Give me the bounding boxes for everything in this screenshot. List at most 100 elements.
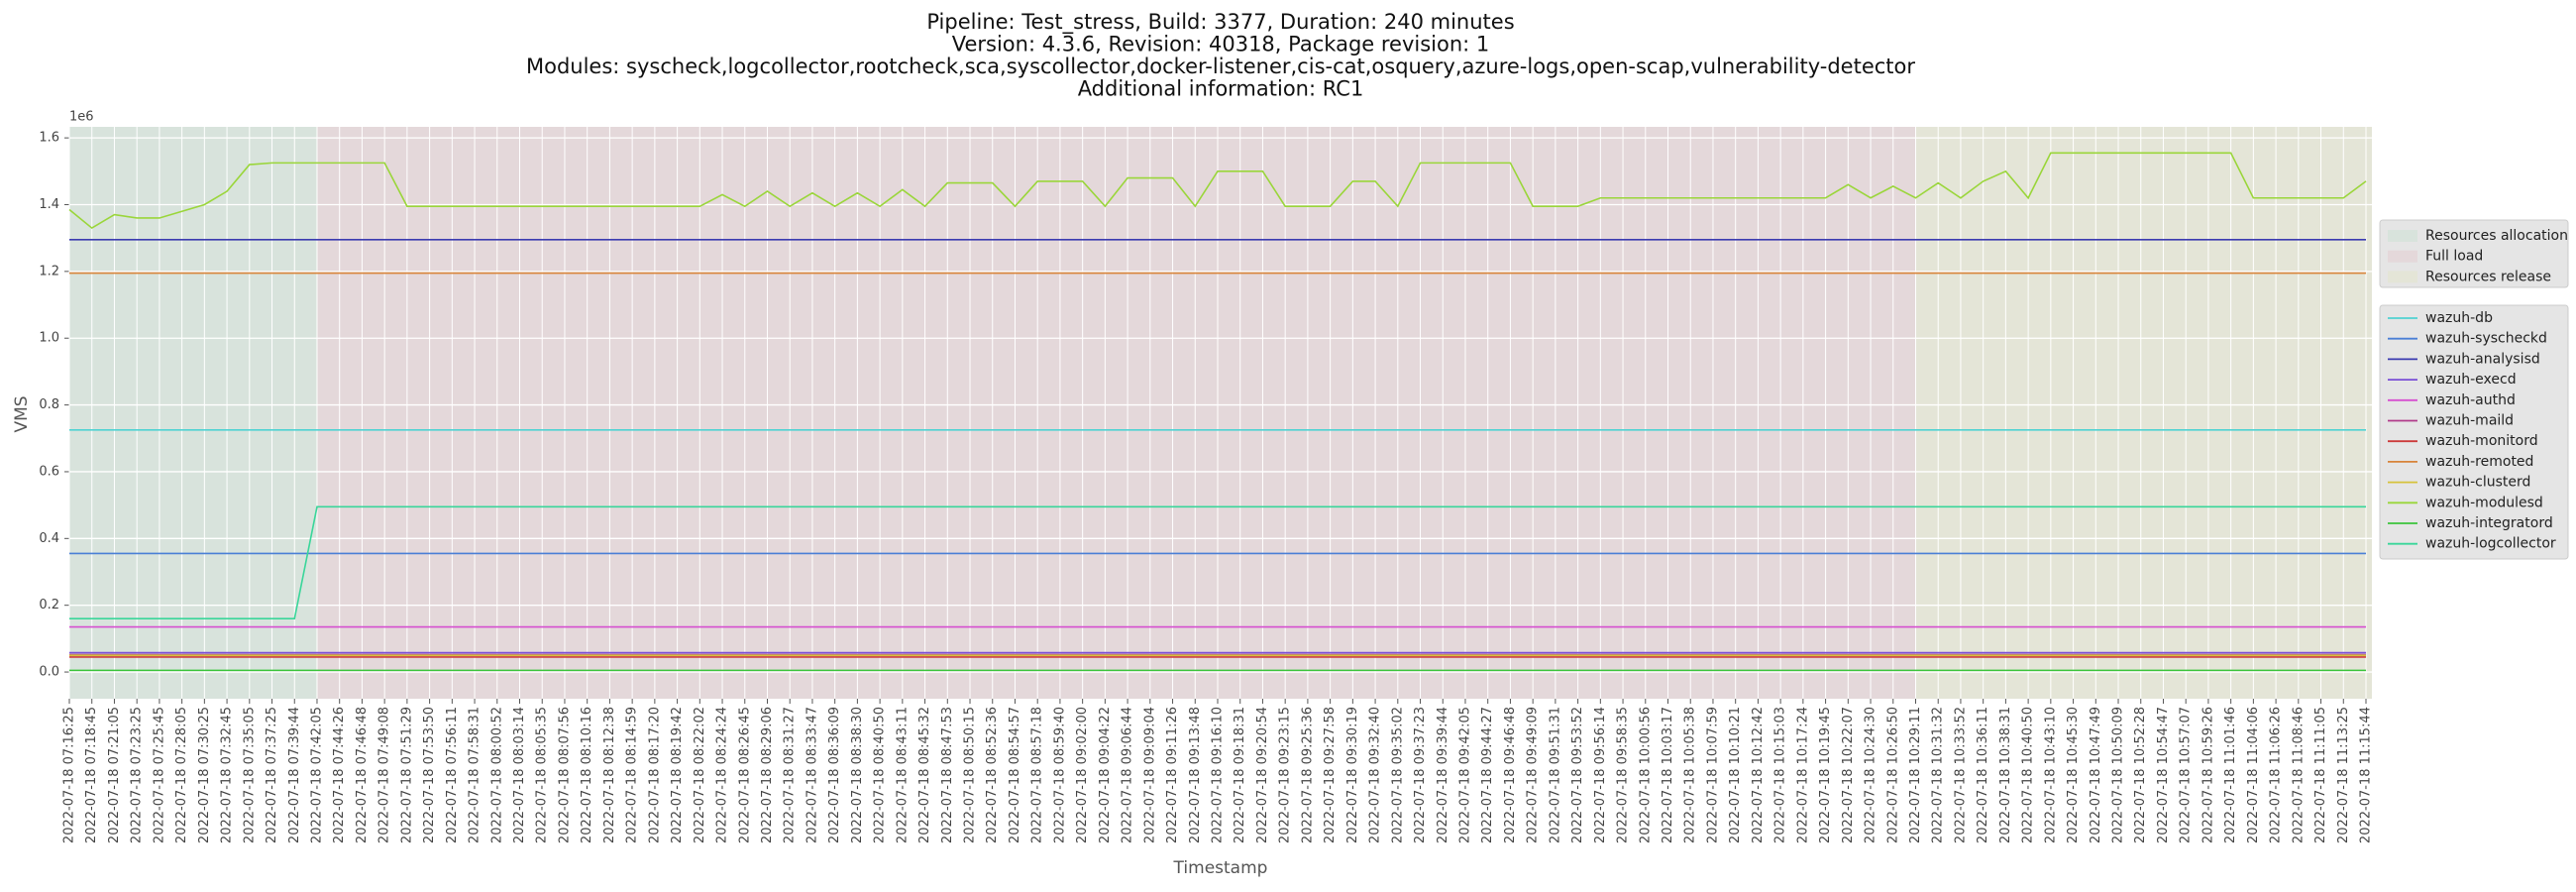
legend-label: wazuh-syscheckd bbox=[2425, 331, 2547, 347]
legend-label: wazuh-logcollector bbox=[2425, 536, 2556, 552]
y-tick-label: 1.2 bbox=[39, 264, 59, 279]
x-tick-label: 2022-07-18 07:37:25 bbox=[265, 707, 279, 843]
x-tick-label: 2022-07-18 08:52:36 bbox=[985, 707, 1000, 843]
x-tick-label: 2022-07-18 08:10:16 bbox=[580, 707, 594, 843]
span bbox=[69, 127, 317, 699]
legend-box bbox=[2379, 219, 2569, 288]
x-tick-label: 2022-07-18 09:56:14 bbox=[1593, 707, 1608, 843]
x-tick-label: 2022-07-18 08:31:27 bbox=[783, 707, 798, 843]
x-tick-label: 2022-07-18 08:57:18 bbox=[1030, 707, 1045, 843]
x-tick-label: 2022-07-18 07:39:44 bbox=[287, 707, 302, 843]
x-tick-label: 2022-07-18 08:07:56 bbox=[557, 707, 572, 843]
x-tick-label: 2022-07-18 11:08:46 bbox=[2291, 707, 2306, 843]
y-axis-label: VMS bbox=[12, 395, 32, 432]
x-tick-label: 2022-07-18 08:54:57 bbox=[1008, 707, 1022, 843]
chart-title: Additional information: RC1 bbox=[1078, 77, 1364, 101]
x-tick-label: 2022-07-18 10:50:09 bbox=[2111, 707, 2126, 843]
x-tick-label: 2022-07-18 10:54:47 bbox=[2156, 707, 2171, 843]
x-tick-label: 2022-07-18 07:30:25 bbox=[197, 707, 212, 843]
x-tick-label: 2022-07-18 10:52:28 bbox=[2133, 707, 2148, 843]
x-tick-label: 2022-07-18 11:01:46 bbox=[2223, 707, 2238, 843]
span bbox=[1915, 127, 2372, 699]
x-tick-label: 2022-07-18 09:51:31 bbox=[1548, 707, 1562, 843]
legend-label: wazuh-integratord bbox=[2425, 515, 2553, 531]
x-tick-label: 2022-07-18 09:27:58 bbox=[1323, 707, 1338, 843]
x-tick-label: 2022-07-18 10:31:32 bbox=[1931, 707, 1946, 843]
x-tick-label: 2022-07-18 07:44:26 bbox=[332, 707, 347, 843]
x-tick-label: 2022-07-18 09:13:48 bbox=[1188, 707, 1203, 843]
x-tick-label: 2022-07-18 10:05:38 bbox=[1683, 707, 1698, 843]
x-tick-label: 2022-07-18 08:19:42 bbox=[670, 707, 685, 843]
x-tick-label: 2022-07-18 10:43:10 bbox=[2043, 707, 2058, 843]
x-tick-label: 2022-07-18 08:43:11 bbox=[895, 707, 910, 843]
x-tick-label: 2022-07-18 08:26:45 bbox=[737, 707, 752, 843]
x-tick-label: 2022-07-18 07:51:29 bbox=[399, 707, 414, 843]
x-tick-label: 2022-07-18 10:03:17 bbox=[1661, 707, 1675, 843]
x-tick-label: 2022-07-18 09:02:00 bbox=[1075, 707, 1090, 843]
legend-label: wazuh-modulesd bbox=[2425, 495, 2543, 510]
x-tick-label: 2022-07-18 10:40:50 bbox=[2021, 707, 2036, 843]
x-tick-label: 2022-07-18 10:36:11 bbox=[1976, 707, 1990, 843]
x-tick-label: 2022-07-18 07:53:50 bbox=[422, 707, 437, 843]
x-tick-label: 2022-07-18 08:00:52 bbox=[489, 707, 504, 843]
x-tick-label: 2022-07-18 10:33:52 bbox=[1953, 707, 1968, 843]
x-tick-label: 2022-07-18 08:47:53 bbox=[940, 707, 955, 843]
legend-patch bbox=[2388, 271, 2417, 283]
y-tick-label: 0.0 bbox=[39, 665, 59, 680]
x-tick-label: 2022-07-18 08:33:47 bbox=[805, 707, 819, 843]
x-tick-label: 2022-07-18 10:00:56 bbox=[1638, 707, 1653, 843]
x-tick-label: 2022-07-18 07:28:05 bbox=[174, 707, 189, 843]
x-tick-label: 2022-07-18 08:36:09 bbox=[827, 707, 842, 843]
y-tick-label: 0.2 bbox=[39, 598, 59, 613]
legend-patch bbox=[2388, 230, 2417, 242]
x-tick-label: 2022-07-18 11:13:25 bbox=[2336, 707, 2351, 843]
x-tick-label: 2022-07-18 10:47:49 bbox=[2089, 707, 2103, 843]
legend-label: wazuh-clusterd bbox=[2425, 475, 2530, 491]
x-tick-label: 2022-07-18 09:39:44 bbox=[1436, 707, 1450, 843]
x-tick-label: 2022-07-18 09:20:54 bbox=[1255, 707, 1270, 843]
x-tick-label: 2022-07-18 07:21:05 bbox=[107, 707, 122, 843]
x-tick-label: 2022-07-18 07:42:05 bbox=[309, 707, 324, 843]
x-tick-label: 2022-07-18 09:23:15 bbox=[1278, 707, 1293, 843]
x-tick-label: 2022-07-18 08:05:35 bbox=[535, 707, 550, 843]
x-tick-label: 2022-07-18 09:04:22 bbox=[1098, 707, 1113, 843]
x-tick-label: 2022-07-18 09:32:40 bbox=[1368, 707, 1383, 843]
x-tick-label: 2022-07-18 07:16:25 bbox=[62, 707, 77, 843]
legend-label: Full load bbox=[2425, 249, 2483, 265]
x-tick-label: 2022-07-18 07:56:11 bbox=[445, 707, 460, 843]
x-tick-label: 2022-07-18 10:26:50 bbox=[1885, 707, 1900, 843]
legend-label: Resources release bbox=[2425, 269, 2551, 284]
x-tick-label: 2022-07-18 10:15:03 bbox=[1773, 707, 1788, 843]
x-tick-label: 2022-07-18 08:12:38 bbox=[602, 707, 617, 843]
legend-label: wazuh-monitord bbox=[2425, 433, 2538, 449]
x-tick-label: 2022-07-18 10:19:45 bbox=[1818, 707, 1833, 843]
legend-label: wazuh-remoted bbox=[2425, 454, 2533, 470]
x-tick-label: 2022-07-18 09:37:23 bbox=[1413, 707, 1428, 843]
x-tick-label: 2022-07-18 09:53:52 bbox=[1570, 707, 1585, 843]
x-tick-label: 2022-07-18 10:10:21 bbox=[1728, 707, 1743, 843]
x-tick-label: 2022-07-18 08:50:15 bbox=[963, 707, 978, 843]
x-tick-label: 2022-07-18 08:22:02 bbox=[693, 707, 707, 843]
x-tick-label: 2022-07-18 09:18:31 bbox=[1233, 707, 1247, 843]
legend-label: wazuh-maild bbox=[2425, 413, 2514, 429]
x-tick-label: 2022-07-18 07:46:48 bbox=[355, 707, 370, 843]
x-tick-label: 2022-07-18 09:46:48 bbox=[1503, 707, 1518, 843]
chart-title: Pipeline: Test_stress, Build: 3377, Dura… bbox=[926, 10, 1514, 35]
x-tick-label: 2022-07-18 07:25:45 bbox=[152, 707, 166, 843]
legend-patch bbox=[2388, 250, 2417, 263]
span bbox=[316, 127, 1916, 699]
x-tick-label: 2022-07-18 07:58:31 bbox=[468, 707, 483, 843]
legend-label: wazuh-analysisd bbox=[2425, 351, 2540, 367]
x-tick-label: 2022-07-18 10:38:31 bbox=[1998, 707, 2013, 843]
x-tick-label: 2022-07-18 10:17:24 bbox=[1795, 707, 1810, 843]
y-offset-label: 1e6 bbox=[69, 110, 94, 125]
y-tick-label: 0.4 bbox=[39, 531, 59, 546]
x-tick-label: 2022-07-18 09:42:05 bbox=[1457, 707, 1472, 843]
x-tick-label: 2022-07-18 10:12:42 bbox=[1751, 707, 1766, 843]
x-tick-label: 2022-07-18 08:38:30 bbox=[850, 707, 865, 843]
y-tick-label: 1.0 bbox=[39, 331, 59, 346]
legend-label: Resources allocation bbox=[2425, 228, 2568, 244]
legend-box bbox=[2379, 304, 2569, 560]
x-tick-label: 2022-07-18 09:16:10 bbox=[1211, 707, 1226, 843]
